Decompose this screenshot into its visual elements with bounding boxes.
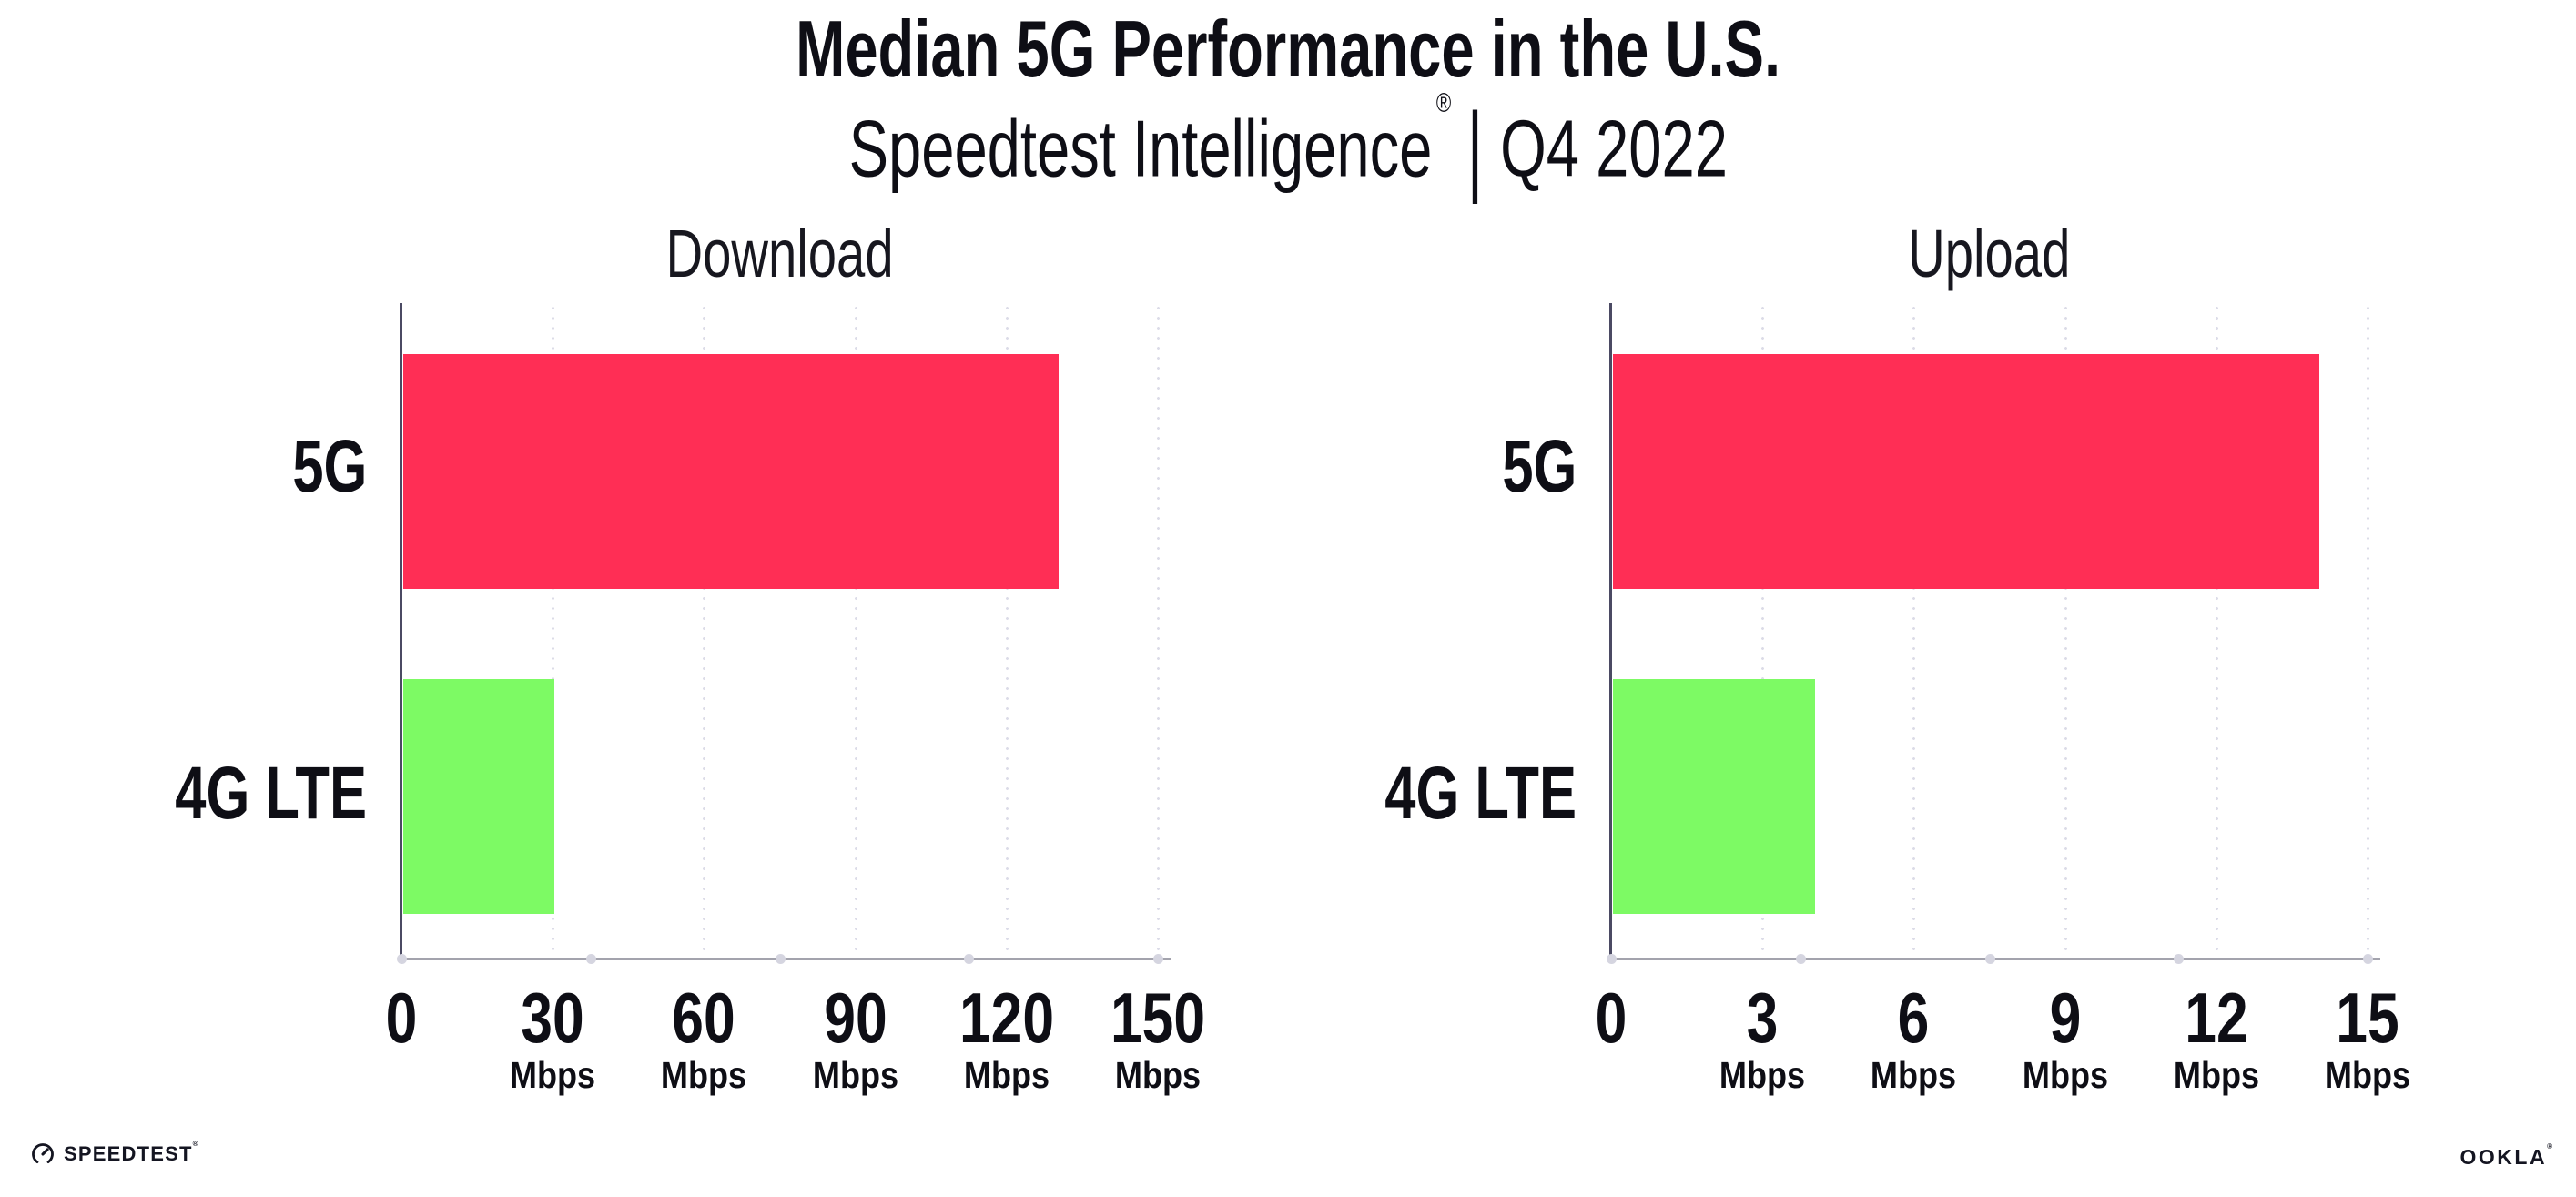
gridline-60	[703, 303, 706, 958]
axis-tick-dot	[1984, 954, 1995, 964]
x-tick-unit-120: Mbps	[963, 1054, 1050, 1096]
speedtest-gauge-icon	[32, 1143, 54, 1163]
x-tick-label-0: 0	[1595, 978, 1628, 1058]
speedtest-registered-mark-icon: ®	[192, 1139, 198, 1148]
upload-chart-title: Upload	[1611, 216, 2368, 292]
category-label-5g: 5G	[1501, 425, 1577, 508]
x-axis-line	[400, 958, 1171, 960]
axis-tick-dot	[2174, 954, 2185, 964]
x-tick-label-15: 15	[2336, 978, 2399, 1058]
axis-tick-dot	[1795, 954, 1806, 964]
gridline-15	[2367, 303, 2369, 958]
x-tick-label-0: 0	[385, 978, 418, 1058]
x-tick-label-6: 6	[1898, 978, 1930, 1058]
figure-subtitle-text: Speedtest Intelligence ® | Q4 2022	[848, 88, 1728, 205]
gridline-3	[1761, 303, 1765, 958]
x-tick-label-60: 60	[672, 978, 736, 1058]
figure-title-text: Median 5G Performance in the U.S.	[796, 4, 1780, 94]
download-chart-title: Download	[401, 216, 1158, 292]
x-tick-unit-6: Mbps	[1871, 1054, 1957, 1096]
subtitle-divider: |	[1466, 91, 1483, 205]
speedtest-label: SPEEDTEST	[64, 1142, 193, 1165]
ookla-registered-mark-icon: ®	[2547, 1142, 2552, 1151]
x-tick-unit-60: Mbps	[661, 1054, 747, 1096]
bar-5g	[403, 354, 1060, 589]
axis-tick-dot	[964, 954, 975, 964]
figure-title: Median 5G Performance in the U.S.	[0, 4, 2576, 95]
axis-tick-dot	[585, 954, 596, 964]
x-axis-line	[1609, 958, 2380, 960]
axis-tick-dot	[1607, 954, 1617, 964]
upload-chart: Upload 0 3 Mbps 6 Mbps 9 Mbps 12 Mbps 15 Mbps 5G 4G …	[1384, 216, 2410, 1095]
x-tick-unit-150: Mbps	[1114, 1054, 1202, 1096]
upload-chart-title-text: Upload	[1908, 216, 2071, 291]
x-tick-label-9: 9	[2049, 978, 2081, 1058]
bar-4g-lte	[403, 679, 555, 914]
x-tick-unit-9: Mbps	[2022, 1054, 2108, 1096]
gridline-12	[2215, 303, 2218, 958]
axis-tick-dot	[397, 954, 407, 964]
x-tick-unit-3: Mbps	[1719, 1054, 1806, 1096]
ookla-logo: OOKLA®	[2459, 1142, 2552, 1170]
y-axis-spine	[400, 303, 402, 959]
category-label-4g-lte: 4G LTE	[175, 752, 367, 835]
download-plot-area: 0 30 Mbps 60 Mbps 90 Mbps 120 Mbps 150 Mbps 5G 4G LT…	[175, 303, 1205, 1095]
category-label-4g-lte: 4G LTE	[1384, 752, 1577, 835]
subtitle-period: Q4 2022	[1499, 103, 1728, 194]
x-tick-unit-12: Mbps	[2173, 1054, 2259, 1096]
gridline-150	[1157, 303, 1160, 958]
x-tick-label-120: 120	[958, 978, 1054, 1058]
x-tick-label-90: 90	[823, 978, 887, 1058]
x-tick-unit-90: Mbps	[812, 1054, 898, 1096]
x-tick-label-150: 150	[1110, 978, 1206, 1058]
axis-tick-dot	[775, 954, 786, 964]
bar-4g-lte	[1613, 679, 1815, 914]
x-tick-unit-15: Mbps	[2324, 1054, 2411, 1096]
gridline-9	[2064, 303, 2067, 958]
gridline-90	[854, 303, 857, 958]
x-tick-label-12: 12	[2185, 978, 2248, 1058]
axis-tick-dot	[2363, 954, 2373, 964]
ookla-label: OOKLA	[2459, 1145, 2548, 1169]
gridline-30	[552, 303, 555, 958]
speedtest-wordmark: SPEEDTEST®	[64, 1139, 198, 1166]
x-tick-label-30: 30	[521, 978, 584, 1058]
gridline-6	[1912, 303, 1916, 958]
x-tick-unit-30: Mbps	[510, 1054, 596, 1096]
bar-5g	[1613, 354, 2319, 589]
y-axis-spine	[1609, 303, 1612, 959]
axis-tick-dot	[1153, 954, 1163, 964]
download-chart-title-text: Download	[665, 216, 894, 291]
x-tick-label-3: 3	[1746, 978, 1779, 1058]
registered-mark-icon: ®	[1435, 88, 1451, 118]
upload-plot-area: 0 3 Mbps 6 Mbps 9 Mbps 12 Mbps 15 Mbps 5G 4G LTE	[1384, 303, 2410, 1095]
download-chart: Download 0 30 Mbps 60 Mbps 90 Mbps 120 Mbps 150 Mb…	[175, 216, 1205, 1095]
category-label-5g: 5G	[291, 425, 367, 508]
speedtest-logo: SPEEDTEST®	[30, 1139, 198, 1167]
figure-subtitle: Speedtest Intelligence ® | Q4 2022	[0, 88, 2576, 205]
gridline-120	[1005, 303, 1009, 958]
subtitle-brand: Speedtest Intelligence	[848, 103, 1433, 194]
